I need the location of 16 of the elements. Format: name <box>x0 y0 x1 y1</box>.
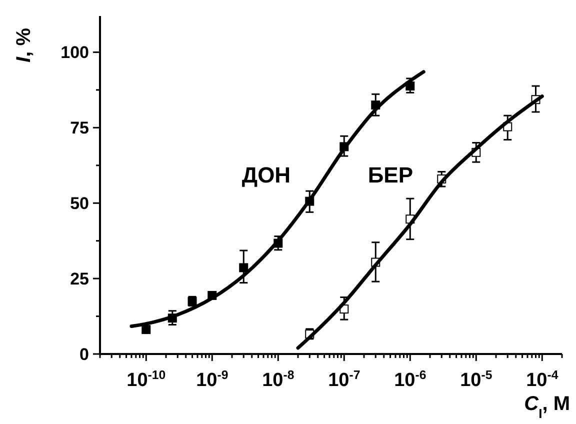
x-tick-label: 10$^{-5}$ <box>460 368 492 391</box>
series-label: БЕР <box>368 162 414 188</box>
y-tick-label: 75 <box>70 118 89 138</box>
series-label: ДОН <box>242 162 291 188</box>
x-axis-title: C$_{I}$, M <box>524 393 570 420</box>
y-tick-label: 25 <box>70 270 89 289</box>
x-tick-label: 10$^{-7}$ <box>328 368 360 391</box>
y-axis-title: I, % <box>13 28 35 62</box>
y-tick-label: 50 <box>70 194 89 214</box>
x-tick-label: 10$^{-6}$ <box>394 368 426 391</box>
y-tick-label: 100 <box>60 43 89 62</box>
x-tick-label: 10$^{-10}$ <box>126 368 166 391</box>
x-tick-label: 10$^{-4}$ <box>526 368 558 391</box>
y-tick-label: 0 <box>80 344 89 364</box>
x-tick-label: 10$^{-9}$ <box>196 368 228 391</box>
x-tick-label: 10$^{-8}$ <box>262 368 294 391</box>
